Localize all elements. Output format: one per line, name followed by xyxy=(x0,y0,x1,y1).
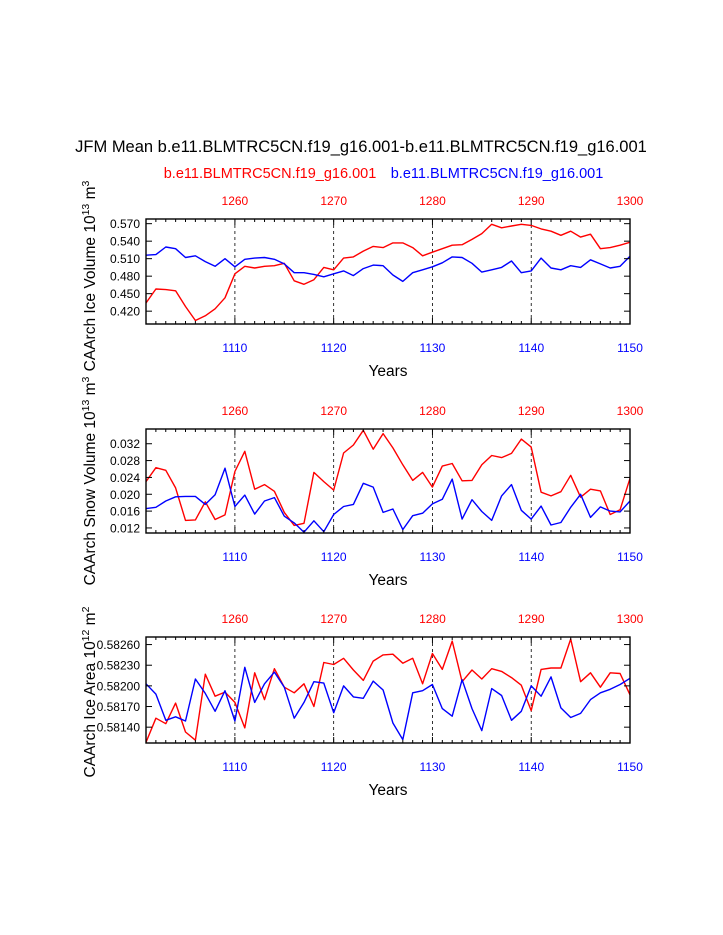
y-tick-label: 0.032 xyxy=(110,437,140,451)
y-tick-label: 0.58260 xyxy=(97,638,141,652)
y-tick-label: 0.570 xyxy=(110,217,140,231)
x-axis-title: Years xyxy=(368,782,407,799)
chart-panel-2: 0.012 0.016 0.020 0.024 0.028 0.032 1110 1120 11… xyxy=(80,376,644,589)
y-tick-label: 0.480 xyxy=(110,270,140,284)
x-tick-label-bottom: 1120 xyxy=(321,550,347,564)
legend-label-red: b.e11.BLMTRC5CN.f19_g16.001 xyxy=(164,166,377,182)
plot-frame xyxy=(145,218,631,325)
x-tick-label-bottom: 1120 xyxy=(321,760,347,774)
x-axis-title: Years xyxy=(368,572,407,589)
x-tick-label-top: 1300 xyxy=(617,194,644,208)
x-tick-label-bottom: 1130 xyxy=(420,760,446,774)
y-axis-title-text: CAArch Ice Area 10 xyxy=(82,641,99,778)
x-tick-label-top: 1270 xyxy=(320,404,347,418)
x-axis-title: Years xyxy=(368,363,407,380)
y-axis-title-text: m xyxy=(82,612,99,629)
series-line-red xyxy=(146,638,630,743)
x-tick-label-bottom: 1150 xyxy=(617,760,643,774)
chart-panel-3: 0.58140 0.58170 0.58200 0.58230 0.58260 1110 1… xyxy=(80,606,644,799)
x-tick-label-top: 1260 xyxy=(222,612,249,626)
x-tick-label-bottom: 1150 xyxy=(617,341,643,355)
x-tick-label-top: 1280 xyxy=(419,194,446,208)
y-tick-label: 0.020 xyxy=(110,488,140,502)
y-axis-title-text: m xyxy=(82,382,99,399)
x-tick-label-top: 1290 xyxy=(518,612,545,626)
y-tick-label: 0.012 xyxy=(110,521,140,535)
figure-title: JFM Mean b.e11.BLMTRC5CN.f19_g16.001-b.e… xyxy=(75,138,647,156)
x-tick-label-top: 1260 xyxy=(222,404,249,418)
x-tick-label-top: 1300 xyxy=(617,612,644,626)
x-tick-label-bottom: 1120 xyxy=(321,341,347,355)
y-tick-label: 0.510 xyxy=(110,252,140,266)
x-tick-label-bottom: 1110 xyxy=(222,550,247,564)
y-tick-label: 0.58140 xyxy=(97,721,141,735)
x-tick-label-top: 1290 xyxy=(518,404,545,418)
legend-label-blue: b.e11.BLMTRC5CN.f19_g16.001 xyxy=(391,166,604,182)
y-axis-title-exponent: 13 xyxy=(80,204,92,216)
y-tick-label: 0.540 xyxy=(110,235,140,249)
series-line-red xyxy=(146,223,630,322)
y-tick-label: 0.58200 xyxy=(97,679,141,693)
y-axis-title-text: CAArch Ice Volume 10 xyxy=(82,215,99,371)
chart-panel-1: 0.420 0.450 0.480 0.510 0.540 0.570 1110 1120 11… xyxy=(80,180,644,380)
x-tick-label-bottom: 1110 xyxy=(222,341,247,355)
x-tick-label-top: 1270 xyxy=(320,612,347,626)
x-tick-label-top: 1290 xyxy=(518,194,545,208)
y-axis-title-exponent: 2 xyxy=(80,606,92,612)
x-tick-label-bottom: 1140 xyxy=(518,760,544,774)
plot-frame xyxy=(145,428,631,534)
x-tick-label-bottom: 1150 xyxy=(617,550,643,564)
series-line-red xyxy=(146,429,630,527)
series-line-blue xyxy=(146,246,630,283)
y-tick-label: 0.450 xyxy=(110,287,140,301)
y-tick-label: 0.58170 xyxy=(97,700,141,714)
y-axis-title-exponent: 13 xyxy=(80,400,92,412)
x-tick-label-bottom: 1130 xyxy=(420,341,446,355)
x-tick-label-top: 1270 xyxy=(320,194,347,208)
x-tick-label-bottom: 1110 xyxy=(222,760,247,774)
y-tick-label: 0.016 xyxy=(110,505,140,519)
y-axis-title-text: CAArch Snow Volume 10 xyxy=(82,411,99,585)
x-tick-label-bottom: 1140 xyxy=(518,341,544,355)
y-axis-title-exponent: 12 xyxy=(80,629,92,641)
plot-frame xyxy=(145,636,631,744)
x-tick-label-top: 1300 xyxy=(617,404,644,418)
y-tick-label: 0.58230 xyxy=(97,659,141,673)
y-axis-title-text: m xyxy=(82,186,99,203)
x-tick-label-top: 1280 xyxy=(419,612,446,626)
y-tick-label: 0.028 xyxy=(110,454,140,468)
series-line-blue xyxy=(146,666,630,741)
y-axis-title: CAArch Ice Volume 1013 m3 xyxy=(80,180,99,371)
x-tick-label-bottom: 1130 xyxy=(420,550,446,564)
y-axis-title: CAArch Snow Volume 1013 m3 xyxy=(80,376,99,585)
x-tick-label-top: 1280 xyxy=(419,404,446,418)
x-tick-label-top: 1260 xyxy=(222,194,249,208)
series-line-blue xyxy=(146,467,630,533)
y-axis-title: CAArch Ice Area 1012 m2 xyxy=(80,606,99,777)
y-axis-title-exponent: 3 xyxy=(80,180,92,186)
y-tick-label: 0.024 xyxy=(110,471,140,485)
y-tick-label: 0.420 xyxy=(110,305,140,319)
chart-panels: 0.420 0.450 0.480 0.510 0.540 0.570 1110 1120 11… xyxy=(80,180,644,799)
x-tick-label-bottom: 1140 xyxy=(518,550,544,564)
y-axis-title-exponent: 3 xyxy=(80,376,92,382)
